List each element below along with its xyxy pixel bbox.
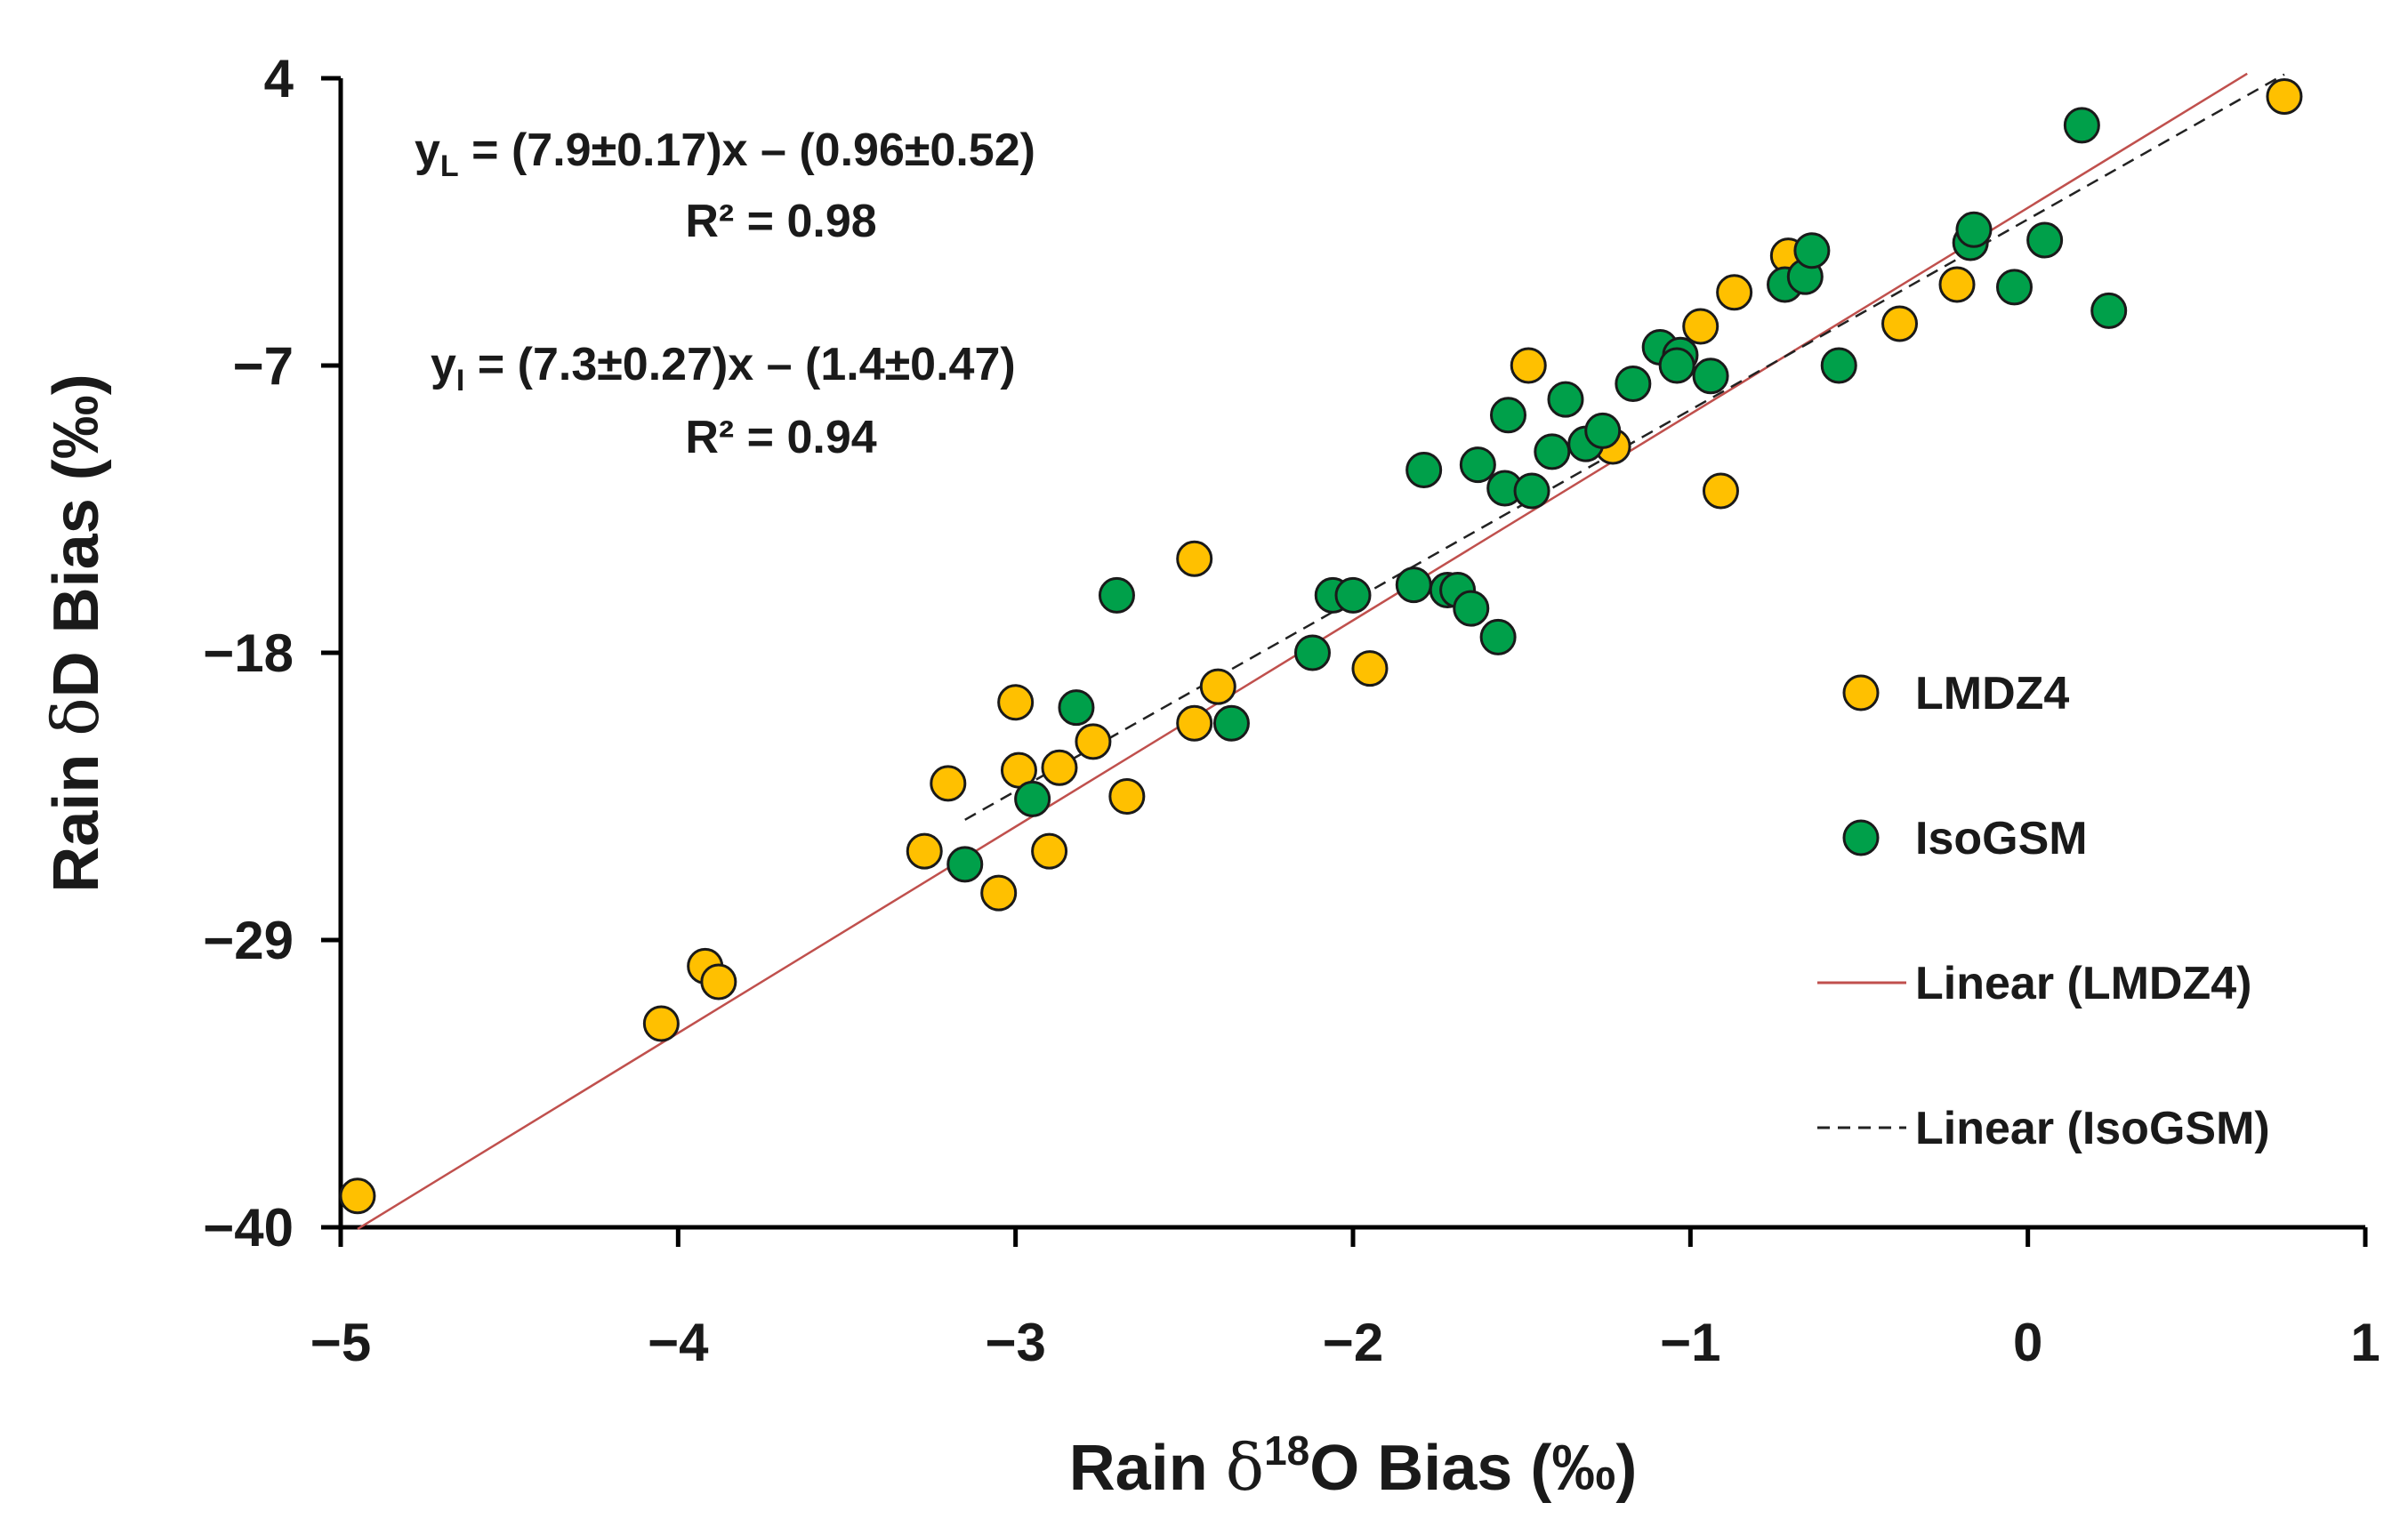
point-lmdz4 [339,1177,376,1215]
point-lmdz4 [1510,347,1547,384]
point-isogsm [1014,780,1051,817]
point-lmdz4 [1702,472,1739,510]
point-lmdz4 [997,684,1035,721]
point-isogsm [1658,347,1695,384]
y-tick-label: −7 [233,336,294,396]
point-lmdz4 [906,832,943,870]
point-lmdz4 [1041,749,1078,786]
y-tick-label: −29 [203,911,294,970]
r2-isogsm: R² = 0.94 [685,412,876,463]
legend-label-linear-isogsm: Linear (IsoGSM) [1915,1103,2270,1154]
point-isogsm [1212,704,1250,742]
y-tick-label: −40 [203,1198,294,1258]
point-isogsm [2026,221,2064,259]
x-tick-label: −5 [310,1313,371,1372]
x-tick-label: 0 [2013,1313,2042,1372]
legend-label-lmdz4: LMDZ4 [1915,668,2069,719]
point-isogsm [1479,618,1517,655]
equation-isogsm: yI = (7.3±0.27)x – (1.4±0.47) [431,339,1016,398]
point-lmdz4 [1031,832,1068,870]
point-isogsm [1334,576,1372,614]
y-axis-ticks: 4 −7 −18 −29 −40 [203,49,341,1258]
point-lmdz4 [1108,778,1146,815]
point-isogsm [1489,397,1526,434]
point-isogsm [1534,433,1571,470]
r2-lmdz4: R² = 0.98 [685,196,876,247]
point-lmdz4 [1176,704,1213,742]
point-isogsm [1395,567,1432,604]
x-tick-label: −4 [648,1313,709,1372]
x-tick-label: −1 [1660,1313,1720,1372]
point-isogsm [1098,576,1135,614]
point-lmdz4 [1716,274,1753,311]
x-tick-label: −2 [1323,1313,1383,1372]
point-isogsm [1584,412,1622,449]
legend: LMDZ4 IsoGSM Linear (LMDZ4) Linear (IsoG… [1817,668,2270,1154]
legend-marker-isogsm [1842,819,1880,856]
point-lmdz4 [700,963,737,1001]
y-tick-label: 4 [264,49,294,108]
point-isogsm [1547,381,1584,418]
point-lmdz4 [642,1005,680,1042]
point-lmdz4 [980,874,1018,912]
point-isogsm [946,846,984,883]
y-axis-title: Rain δD Bias (‰) [38,374,113,892]
point-isogsm [1459,446,1496,484]
point-isogsm [1615,366,1652,403]
y-tick-label: −18 [203,623,294,683]
point-isogsm [1058,689,1095,727]
point-isogsm [2090,292,2128,329]
point-isogsm [1453,590,1490,627]
x-axis-ticks: −5 −4 −3 −2 −1 0 1 [310,1227,2380,1372]
x-tick-label: −3 [985,1313,1045,1372]
x-tick-label: 1 [2350,1313,2380,1372]
point-lmdz4 [1682,308,1719,345]
data-points [339,78,2303,1215]
point-lmdz4 [1176,540,1213,577]
point-lmdz4 [1881,305,1919,342]
point-lmdz4 [1199,668,1236,705]
point-isogsm [1793,232,1831,269]
equation-lmdz4: yL = (7.9±0.17)x – (0.96±0.52) [415,125,1035,183]
point-isogsm [1293,634,1331,671]
point-lmdz4 [930,765,967,802]
point-isogsm [2063,107,2100,144]
point-isogsm [1692,358,1729,395]
point-isogsm [1995,269,2033,306]
point-isogsm [1955,211,1993,248]
x-axis-title: Rain δ18O Bias (‰) [1069,1427,1638,1505]
legend-marker-lmdz4 [1842,674,1880,711]
point-isogsm [1513,472,1550,510]
point-isogsm [1820,347,1857,384]
point-lmdz4 [1075,723,1112,760]
point-lmdz4 [1351,650,1389,687]
point-lmdz4 [1938,266,1976,303]
legend-label-linear-lmdz4: Linear (LMDZ4) [1915,958,2251,1009]
point-isogsm [1405,451,1443,488]
legend-label-isogsm: IsoGSM [1915,813,2088,864]
point-lmdz4 [2266,78,2303,116]
